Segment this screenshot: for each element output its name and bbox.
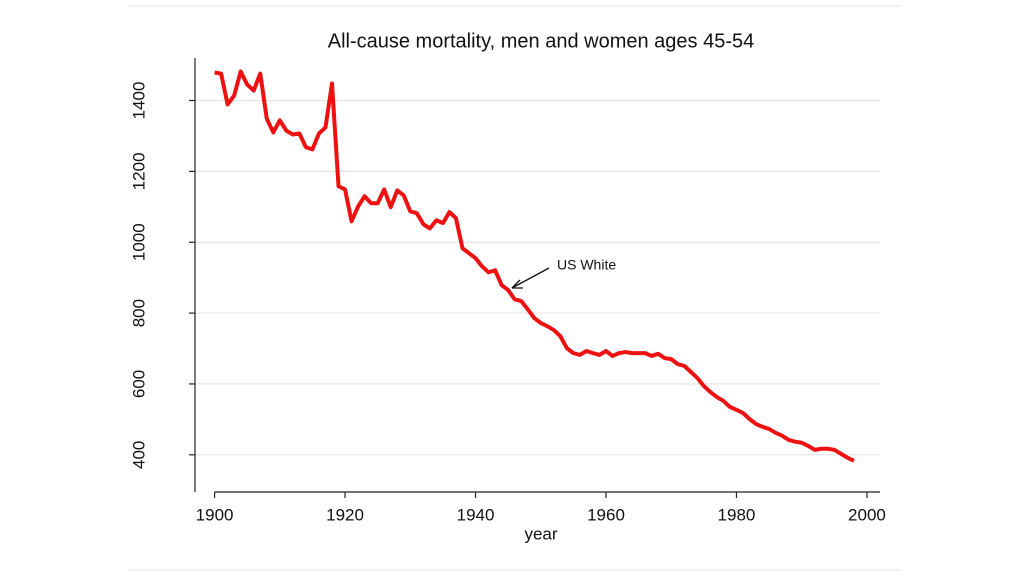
x-tick-label: 1900 xyxy=(196,505,234,524)
annotation-arrow xyxy=(511,267,550,289)
y-tick-label: 600 xyxy=(129,370,148,398)
x-tick-label: 2000 xyxy=(848,505,886,524)
y-tick-label: 1400 xyxy=(129,82,148,120)
x-tick-label: 1960 xyxy=(587,505,625,524)
x-tick-label: 1980 xyxy=(718,505,756,524)
y-tick-label: 1000 xyxy=(129,223,148,261)
x-tick-label: 1920 xyxy=(326,505,364,524)
chart-title: All-cause mortality, men and women ages … xyxy=(328,30,755,52)
data-line xyxy=(214,69,855,463)
x-axis-label: year xyxy=(524,524,557,543)
y-tick-label: 1200 xyxy=(129,152,148,190)
annotation: US White xyxy=(557,257,616,273)
x-tick-label: 1940 xyxy=(457,505,495,524)
annotation-arrowhead xyxy=(511,279,523,289)
y-tick-label: 400 xyxy=(129,441,148,469)
y-tick-label: 800 xyxy=(129,299,148,327)
